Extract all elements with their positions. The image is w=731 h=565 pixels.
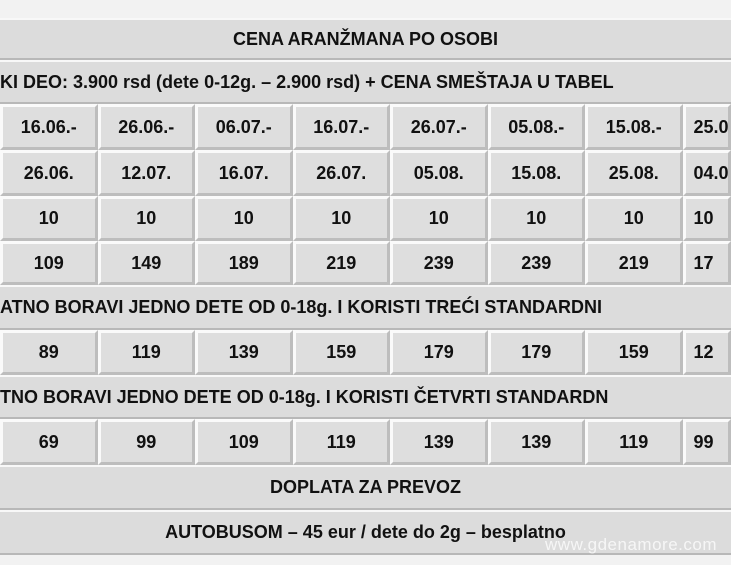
- table-cell: 239: [487, 241, 585, 285]
- table-cell: 10: [585, 196, 683, 241]
- table-cell: 26.06.-: [97, 104, 195, 150]
- table-cell: 10: [292, 196, 390, 241]
- table-cell: 25.08.: [585, 150, 683, 196]
- row-heading: DOPLATA ZA PREVOZ: [0, 465, 731, 510]
- table-cell: 139: [195, 330, 293, 375]
- table-cell: 16.07.: [195, 150, 293, 196]
- table-cell: 12.07.: [97, 150, 195, 196]
- table-cell: 109: [195, 419, 293, 465]
- table-cell: 10: [97, 196, 195, 241]
- table-cell: 119: [292, 419, 390, 465]
- table-cell: 10: [390, 196, 488, 241]
- row-heading: CENA ARANŽMANA PO OSOBI: [0, 18, 731, 60]
- table-cell: 179: [487, 330, 585, 375]
- row-heading: KI DEO: 3.900 rsd (dete 0-12g. – 2.900 r…: [0, 60, 731, 104]
- table-cell: 10: [195, 196, 293, 241]
- table-cell: 16.07.-: [292, 104, 390, 150]
- table-cell: 139: [390, 419, 488, 465]
- table-cell: 26.06.: [0, 150, 98, 196]
- table-cell: 159: [585, 330, 683, 375]
- table-cell: 159: [292, 330, 390, 375]
- table-cell: 04.0: [682, 150, 731, 196]
- table-cell: 89: [0, 330, 98, 375]
- table-cell: 26.07.-: [390, 104, 488, 150]
- table-cell: 219: [292, 241, 390, 285]
- table-cell: 15.08.-: [585, 104, 683, 150]
- table-cell: 119: [585, 419, 683, 465]
- table-cell: 189: [195, 241, 293, 285]
- row-heading: AUTOBUSOM – 45 eur / dete do 2g – bespla…: [0, 510, 731, 555]
- table-cell: 05.08.: [390, 150, 488, 196]
- table-cell: 15.08.: [487, 150, 585, 196]
- table-cell: 06.07.-: [195, 104, 293, 150]
- table-cell: 239: [390, 241, 488, 285]
- table-cell: 10: [682, 196, 731, 241]
- table-cell: 139: [487, 419, 585, 465]
- row-heading: ATNO BORAVI JEDNO DETE OD 0-18g. I KORIS…: [0, 285, 731, 330]
- table-cell: 12: [682, 330, 731, 375]
- table-cell: 17: [682, 241, 731, 285]
- table-cell: 179: [390, 330, 488, 375]
- table-cell: 16.06.-: [0, 104, 98, 150]
- table-cell: 25.0: [682, 104, 731, 150]
- watermark: www.gdenamore.com: [545, 535, 717, 554]
- table-cell: 109: [0, 241, 98, 285]
- table-cell: 10: [487, 196, 585, 241]
- table-cell: 219: [585, 241, 683, 285]
- table-cell: 69: [0, 419, 98, 465]
- table-cell: 99: [682, 419, 731, 465]
- table-cell: 119: [97, 330, 195, 375]
- row-heading: TNO BORAVI JEDNO DETE OD 0-18g. I KORIST…: [0, 375, 731, 419]
- table-cell: 149: [97, 241, 195, 285]
- table-cell: 26.07.: [292, 150, 390, 196]
- table-cell: 05.08.-: [487, 104, 585, 150]
- table-cell: 10: [0, 196, 98, 241]
- table-cell: 99: [97, 419, 195, 465]
